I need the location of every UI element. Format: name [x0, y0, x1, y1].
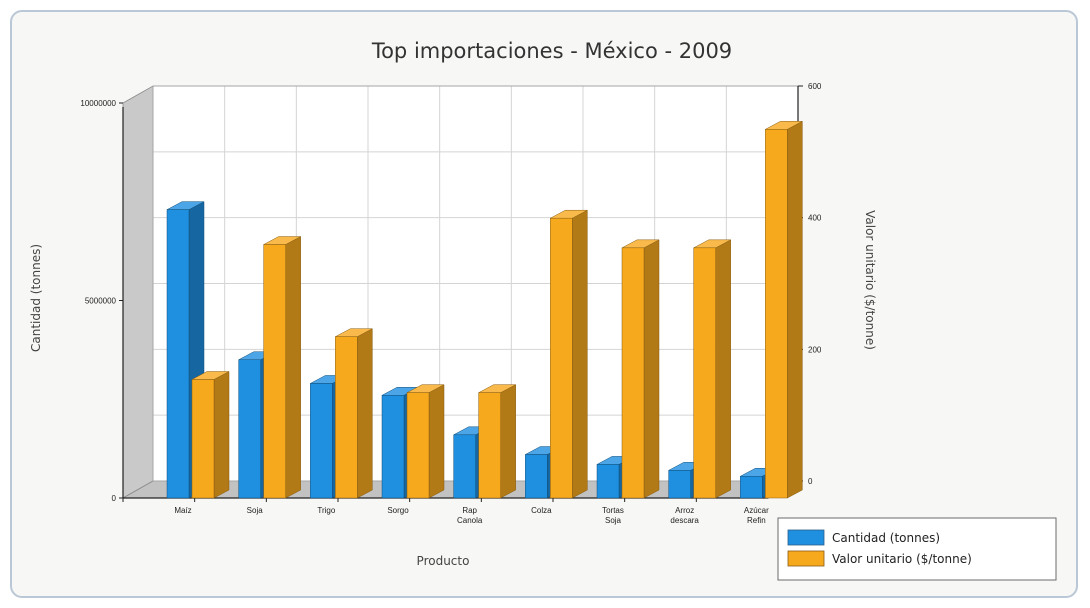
bar-valor	[263, 236, 301, 499]
bars	[166, 120, 803, 499]
x-tick-label: Rap	[462, 506, 477, 515]
bar-cantidad-front	[166, 209, 190, 499]
x-tick-label: descara	[670, 516, 699, 525]
y2-tick-label: 200	[808, 345, 822, 354]
bar-valor-front	[335, 336, 358, 499]
legend-box	[777, 517, 1057, 581]
x-tick-label: Soja	[605, 516, 622, 525]
bar-cantidad-front	[381, 395, 405, 499]
x-tick-label: Sorgo	[387, 506, 409, 515]
bar-valor-front	[550, 217, 573, 499]
x-tick-label: Refin	[747, 516, 766, 525]
legend-swatch-valor	[787, 550, 825, 567]
bar-cantidad-front	[596, 464, 620, 499]
y-tick-label: 0	[112, 494, 117, 503]
x-axis-title: Producto	[417, 554, 470, 568]
x-tick-label: Trigo	[317, 506, 335, 515]
chart-title: Top importaciones - México - 2009	[371, 39, 732, 63]
axis-labels: 0 5000000 10000000 0 200 400 600 Maíz Soja Trigo S…	[80, 82, 821, 525]
y-tick-label: 10000000	[80, 99, 116, 108]
bar-valor-front	[191, 379, 215, 499]
x-tick-label: Colza	[531, 506, 552, 515]
x-tick-label: Soja	[247, 506, 264, 515]
bar-valor	[478, 384, 516, 499]
bar-valor	[693, 239, 731, 499]
bar-valor-side	[643, 239, 660, 499]
bar-cantidad-front	[453, 434, 476, 499]
bar-valor-side	[500, 384, 516, 499]
bar-valor-side	[572, 209, 588, 499]
x-tick-label: Azúcar	[744, 506, 769, 515]
y-axis-title: Cantidad (tonnes)	[29, 244, 43, 352]
bar-valor-front	[693, 247, 716, 499]
plot-left-wall	[122, 85, 154, 499]
bar-valor	[765, 120, 803, 499]
legend: Cantidad (tonnes) Valor unitario ($/tonn…	[777, 517, 1057, 581]
y-tick-label: 5000000	[85, 297, 117, 306]
bar-valor	[191, 371, 230, 499]
bar-valor	[335, 328, 373, 499]
bar-valor-side	[787, 120, 803, 499]
bar-valor-front	[406, 392, 430, 499]
bar-cantidad-front	[310, 383, 333, 499]
bar-valor-front	[263, 244, 286, 499]
legend-label-valor: Valor unitario ($/tonne)	[832, 552, 972, 566]
bar-valor-side	[213, 371, 230, 499]
x-tick-label: Maíz	[174, 506, 191, 515]
y2-tick-label: 0	[808, 477, 813, 486]
x-tick-label: Canola	[457, 516, 483, 525]
bar-valor-side	[428, 384, 445, 499]
y2-tick-label: 600	[808, 82, 822, 91]
bar-cantidad-front	[668, 470, 691, 499]
bar-valor	[550, 209, 588, 499]
bar-cantidad-front	[525, 454, 548, 499]
x-tick-label: Tortas	[602, 506, 624, 515]
legend-label-cantidad: Cantidad (tonnes)	[832, 531, 940, 545]
y2-axis-title: Valor unitario ($/tonne)	[863, 210, 877, 350]
bar-valor-side	[357, 328, 373, 499]
bar-valor-front	[478, 392, 501, 499]
bar-valor-front	[621, 247, 645, 499]
bar-valor	[406, 384, 445, 499]
legend-swatch-cantidad	[787, 529, 825, 546]
y2-tick-label: 400	[808, 214, 822, 223]
bar-valor-side	[715, 239, 731, 499]
bar-valor-side	[285, 236, 301, 499]
bar-valor	[621, 239, 660, 499]
bar-cantidad-front	[238, 359, 261, 499]
bar-cantidad-front	[740, 476, 763, 499]
bar-valor-front	[765, 129, 788, 499]
x-tick-label: Arroz	[675, 506, 694, 515]
